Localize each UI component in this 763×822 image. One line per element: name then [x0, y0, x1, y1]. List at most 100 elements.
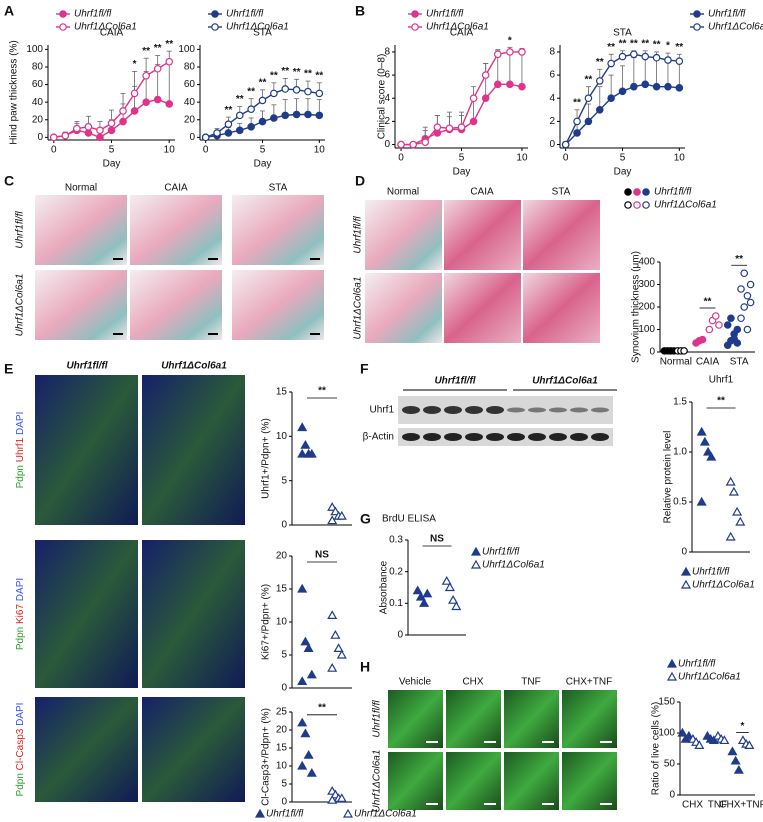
column-header: TNF	[521, 677, 540, 688]
micrograph	[388, 690, 443, 748]
column-header: Uhrf1ΔCol6a1	[161, 361, 227, 372]
micrograph	[504, 690, 559, 748]
x-tick-label: 5	[459, 153, 465, 164]
point	[412, 585, 423, 595]
point	[696, 426, 707, 436]
row-label-part: Pdpn	[15, 773, 26, 796]
y-tick-label: 0	[281, 797, 287, 808]
point	[130, 89, 139, 98]
blot-band	[402, 433, 420, 441]
point	[300, 636, 311, 646]
legend-label: Uhrf1fl/fl	[678, 659, 716, 670]
point	[481, 94, 490, 103]
x-tick-label: STA	[730, 357, 749, 368]
point	[153, 64, 162, 73]
point	[675, 84, 684, 92]
row-label: Uhrf1ΔCol6a1	[15, 274, 26, 337]
point	[683, 730, 694, 740]
point	[493, 80, 502, 89]
column-header: CAIA	[470, 187, 494, 198]
y-tick-label: 80	[32, 62, 44, 73]
point	[470, 559, 482, 569]
micrograph	[130, 270, 222, 340]
point	[315, 89, 324, 98]
y-axis-label: Ki67+/Pdpn+ (%)	[261, 584, 272, 660]
significance: **	[735, 254, 743, 265]
point	[641, 52, 650, 61]
y-tick-label: 5	[281, 779, 287, 790]
point	[130, 107, 139, 115]
blot-band	[570, 433, 588, 441]
y-tick-label: 8	[549, 47, 555, 58]
point	[693, 10, 701, 18]
panel-letter: E	[4, 361, 13, 377]
panel-letter: F	[360, 361, 369, 377]
point	[297, 583, 308, 593]
point	[142, 98, 150, 106]
blot-band	[528, 407, 546, 413]
legend-label: Uhrf1fl/fl	[654, 187, 692, 198]
y-tick-label: 60	[32, 79, 44, 90]
point	[235, 126, 244, 135]
significance: **	[318, 702, 326, 713]
point	[624, 201, 632, 209]
blot-band	[528, 433, 546, 441]
significance: **	[573, 97, 581, 108]
legend-label: Uhrf1fl/fl	[266, 809, 304, 820]
point	[725, 476, 736, 486]
row-label-part: Pdpn	[15, 465, 26, 488]
y-axis-label: Hind paw thickness (%)	[9, 40, 20, 144]
point	[607, 94, 615, 103]
legend-label: Uhrf1ΔCol6a1	[482, 560, 545, 571]
y-tick-label: 5	[281, 475, 287, 486]
point	[725, 531, 736, 541]
point	[327, 610, 338, 619]
y-tick-label: 40	[32, 97, 44, 108]
chart-title: STA	[613, 28, 632, 39]
micrograph	[35, 697, 138, 802]
point	[327, 794, 338, 804]
y-tick-label: 300	[638, 279, 655, 290]
legend-label: Uhrf1fl/fl	[226, 9, 264, 20]
point	[624, 188, 632, 196]
point	[254, 808, 266, 818]
point	[445, 124, 454, 133]
micrograph	[232, 270, 324, 340]
point	[84, 129, 93, 137]
point	[235, 111, 244, 120]
point	[419, 598, 430, 607]
y-tick-label: 60	[184, 79, 196, 90]
y-tick-label: 200	[638, 302, 655, 313]
point	[306, 669, 317, 679]
significance: **	[585, 74, 593, 85]
chart-title: CAIA	[100, 28, 124, 39]
significance: **	[318, 386, 326, 397]
point	[327, 502, 338, 511]
point	[664, 82, 672, 91]
blot-band	[486, 433, 504, 441]
panel-letter: B	[355, 3, 365, 19]
point	[304, 87, 312, 96]
point	[573, 129, 581, 137]
point	[727, 314, 735, 323]
chart-title: Uhrf1	[709, 375, 734, 386]
point	[493, 50, 502, 59]
point	[630, 82, 638, 91]
blot-band	[465, 433, 483, 441]
significance: **	[704, 297, 712, 308]
legend-label: Uhrf1ΔCol6a1	[426, 22, 489, 33]
point	[469, 94, 478, 103]
point	[201, 133, 210, 142]
column-header: CAIA	[164, 183, 188, 194]
x-axis-label: Day	[614, 167, 632, 178]
significance: **	[270, 70, 278, 81]
legend-label: Uhrf1fl/fl	[426, 9, 464, 20]
y-axis-label: Clinical score (0–8)	[377, 54, 388, 140]
panel-letter: A	[4, 3, 14, 19]
point	[165, 100, 174, 108]
x-tick-label: 10	[674, 153, 686, 164]
column-header: CHX	[462, 677, 483, 688]
significance: **	[653, 40, 661, 51]
point	[451, 601, 462, 611]
significance: **	[225, 105, 233, 116]
